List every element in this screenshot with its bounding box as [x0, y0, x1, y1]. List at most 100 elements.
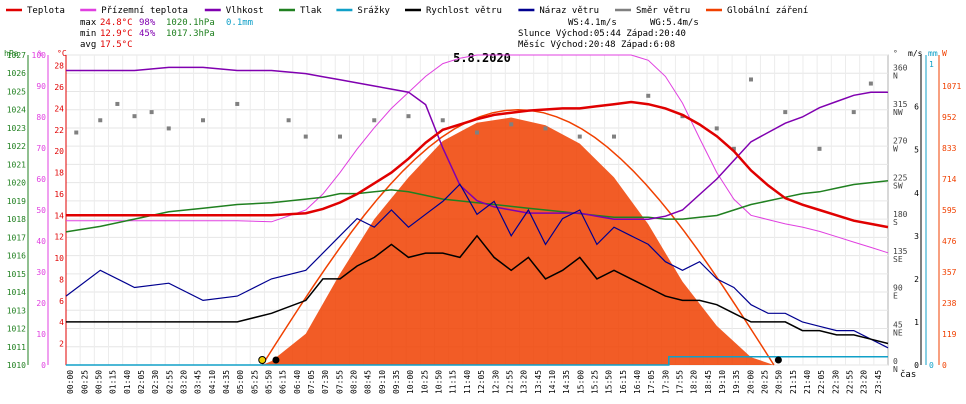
x-tick-label: 14:35 [562, 370, 571, 394]
rain-line [66, 356, 888, 366]
dir-tick-name: SW [893, 181, 903, 190]
x-tick-label: 03:20 [179, 370, 188, 394]
x-tick-label: 10:50 [435, 370, 444, 394]
ground-temperature-line [66, 54, 889, 254]
dir-tick-degree: 315 [893, 100, 908, 109]
x-tick-label: 16:15 [619, 370, 628, 394]
x-tick-label: 20:00 [746, 370, 755, 394]
wind-direction-point [303, 134, 308, 139]
stat-label: avg [80, 40, 96, 50]
pct-tick-label: 50 [36, 206, 46, 215]
wind-direction-point [98, 118, 103, 123]
rad-tick-label: 119 [942, 330, 957, 339]
pct-tick-label: 40 [36, 237, 46, 246]
stat-humidity: 98% [139, 18, 156, 28]
stat-pressure: 1020.1hPa [166, 18, 215, 28]
hpa-tick-label: 1022 [7, 142, 26, 151]
temp-tick-label: 14 [54, 211, 64, 220]
dir-tick-degree: 360 [893, 63, 908, 72]
x-tick-label: 05:00 [236, 370, 245, 394]
wind-direction-point [286, 118, 291, 123]
x-tick-label: 16:40 [633, 370, 642, 394]
stat-temp: 12.9°C [100, 29, 133, 39]
rain-axis-unit: mm [928, 49, 938, 58]
wind-direction-point [132, 114, 137, 119]
pct-tick-label: 60 [36, 175, 46, 184]
wind-tick-label: 0 [914, 361, 919, 370]
hpa-tick-label: 1012 [7, 325, 26, 334]
rad-tick-label: 238 [942, 299, 957, 308]
x-tick-label: 02:05 [137, 370, 146, 394]
rad-tick-label: 595 [942, 206, 957, 215]
x-tick-label: 10:25 [420, 370, 429, 394]
legend-label: Tlak [300, 6, 322, 16]
humidity-line [66, 66, 888, 221]
x-tick-label: 04:35 [222, 370, 231, 394]
x-tick-label: 11:40 [463, 370, 472, 394]
x-tick-label: 14:10 [548, 370, 557, 394]
x-tick-label: 21:40 [803, 370, 812, 394]
hpa-tick-label: 1021 [7, 160, 26, 169]
x-tick-label: 06:15 [279, 370, 288, 394]
x-tick-label: 17:55 [676, 370, 685, 394]
temp-tick-label: 26 [54, 83, 64, 92]
rain-tick-label: 1 [929, 60, 934, 69]
wind-direction-point [406, 114, 411, 119]
wind-direction-point [714, 126, 719, 131]
dir-tick-name: W [893, 145, 898, 154]
stat-rain: 0.1mm [226, 18, 253, 28]
hpa-tick-label: 1027 [7, 51, 26, 60]
hpa-axis-unit: hPa [4, 49, 19, 58]
legend-label: Náraz větru [539, 6, 599, 16]
temp-tick-label: 20 [54, 147, 64, 156]
x-tick-label: 09:35 [392, 370, 401, 394]
wind-direction-point [749, 77, 753, 82]
temp-tick-label: 22 [54, 126, 64, 135]
moonrise-marker [774, 356, 782, 364]
moonset-marker [272, 356, 280, 364]
x-tick-label: 18:45 [704, 370, 713, 394]
temp-axis-unit: °C [57, 49, 67, 58]
stat-humidity: 45% [139, 29, 156, 39]
hpa-tick-label: 1014 [7, 288, 26, 297]
wind-gust-line [65, 183, 889, 349]
rain-tick-label: 0 [929, 361, 934, 370]
wind-direction-point [731, 146, 736, 151]
wind-tick-label: 1 [914, 318, 919, 327]
hpa-tick-label: 1010 [7, 361, 26, 370]
legend-label: Globální záření [727, 6, 808, 16]
rad-tick-label: 714 [942, 175, 957, 184]
dir-tick-name: N [893, 71, 898, 80]
wind-direction-point [817, 146, 822, 151]
rad-tick-label: 357 [942, 268, 957, 277]
x-tick-label: 20:50 [775, 370, 784, 394]
x-tick-label: 07:05 [307, 370, 316, 394]
dir-tick-degree: 180 [893, 210, 908, 219]
x-tick-label: 00:50 [94, 370, 103, 394]
x-tick-label: 04:10 [208, 370, 217, 394]
x-tick-label: 11:15 [449, 370, 458, 394]
pct-axis-unit: % [38, 49, 43, 58]
x-tick-label: 15:00 [576, 370, 585, 394]
x-tick-label: 22:05 [817, 370, 826, 394]
legend-label: Teplota [27, 6, 65, 16]
x-tick-label: 22:55 [846, 370, 855, 394]
wind-direction-point [115, 101, 120, 106]
hpa-tick-label: 1016 [7, 252, 26, 261]
x-tick-label: 02:55 [165, 370, 174, 394]
hpa-tick-label: 1015 [7, 270, 26, 279]
wind-axis-unit: m/s [908, 49, 923, 58]
clear-sky-radiation-line [261, 108, 775, 366]
rad-tick-label: 952 [942, 113, 957, 122]
x-tick-label: 00:25 [80, 370, 89, 394]
wind-direction-point [509, 122, 514, 127]
stat-temp: 17.5°C [100, 40, 133, 50]
temp-tick-label: 16 [54, 190, 64, 199]
legend-label: Přízemní teplota [101, 6, 188, 16]
temp-tick-label: 8 [59, 275, 64, 284]
wind-tick-label: 3 [914, 232, 919, 241]
wind-direction-point [149, 110, 154, 115]
hpa-tick-label: 1023 [7, 124, 26, 133]
x-tick-label: 00:00 [66, 370, 75, 394]
